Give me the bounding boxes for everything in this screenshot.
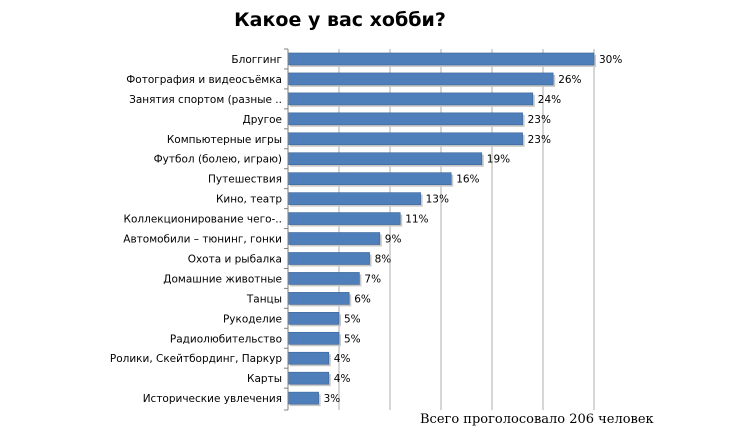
bar xyxy=(287,132,523,146)
category-labels: Блоггинг Фотография и видеосъёмка Занятия … xyxy=(110,54,282,405)
bar xyxy=(287,112,523,126)
chart-title: Какое у вас хобби? xyxy=(234,9,446,31)
value-label: 26% xyxy=(558,74,581,86)
category-label: Автомобили – тюнинг, гонки xyxy=(123,234,282,246)
bar xyxy=(287,72,554,86)
bar xyxy=(287,172,452,185)
category-label: Радиолюбительство xyxy=(170,333,282,345)
category-label: Охота и рыбалка xyxy=(188,253,282,265)
bar xyxy=(287,331,340,345)
category-label: Коллекционирование чего-.. xyxy=(124,214,282,226)
gridlines xyxy=(338,49,595,410)
value-label: 30% xyxy=(599,54,622,66)
bar xyxy=(287,92,534,106)
vote-count-footnote: Всего проголосовало 206 человек xyxy=(420,412,654,427)
category-label: Путешествия xyxy=(208,174,282,186)
value-label: 5% xyxy=(344,313,361,325)
bar xyxy=(287,152,483,166)
value-label: 13% xyxy=(426,194,449,206)
category-label: Рукоделие xyxy=(223,313,282,325)
value-label: 4% xyxy=(334,373,351,385)
value-label: 4% xyxy=(334,353,351,365)
category-label: Другое xyxy=(243,114,282,126)
value-label: 5% xyxy=(344,333,361,345)
bar xyxy=(287,272,360,285)
value-label: 19% xyxy=(487,154,510,166)
category-label: Компьютерные игры xyxy=(167,134,282,146)
category-label: Домашние животные xyxy=(163,273,282,285)
category-label: Исторические увлечения xyxy=(143,393,282,405)
category-label: Ролики, Скейтбординг, Паркур xyxy=(110,353,282,365)
bar xyxy=(287,312,340,325)
value-label: 23% xyxy=(528,114,551,126)
bar xyxy=(287,212,401,225)
bar xyxy=(287,232,381,245)
category-label: Футбол (болею, играю) xyxy=(154,154,282,166)
value-labels: 30% 26% 24% 23% 23% 19% 16% 13% 11%9% 8% 7% 6% 5% 5% 4… xyxy=(324,54,623,405)
value-label: 3% xyxy=(324,393,341,405)
value-label: 9% xyxy=(385,234,402,246)
category-axis xyxy=(284,48,289,411)
bar xyxy=(287,52,595,66)
bar xyxy=(287,391,319,405)
bar xyxy=(287,371,330,385)
value-label: 8% xyxy=(375,253,392,265)
category-label: Кино, театр xyxy=(216,194,282,206)
bar xyxy=(287,292,350,305)
bar xyxy=(287,351,330,365)
category-label: Блоггинг xyxy=(231,54,282,66)
value-label: 6% xyxy=(354,293,371,305)
value-label: 23% xyxy=(528,134,551,146)
value-label: 7% xyxy=(364,273,381,285)
bar xyxy=(287,252,370,265)
value-label: 24% xyxy=(538,94,561,106)
value-label: 11% xyxy=(405,214,428,226)
category-label: Карты xyxy=(247,373,282,385)
bar xyxy=(287,192,421,205)
value-label: 16% xyxy=(456,174,479,186)
category-label: Фотография и видеосъёмка xyxy=(126,74,282,86)
category-label: Танцы xyxy=(246,293,282,305)
bars xyxy=(287,52,596,407)
category-label: Занятия спортом (разные .. xyxy=(129,94,282,106)
